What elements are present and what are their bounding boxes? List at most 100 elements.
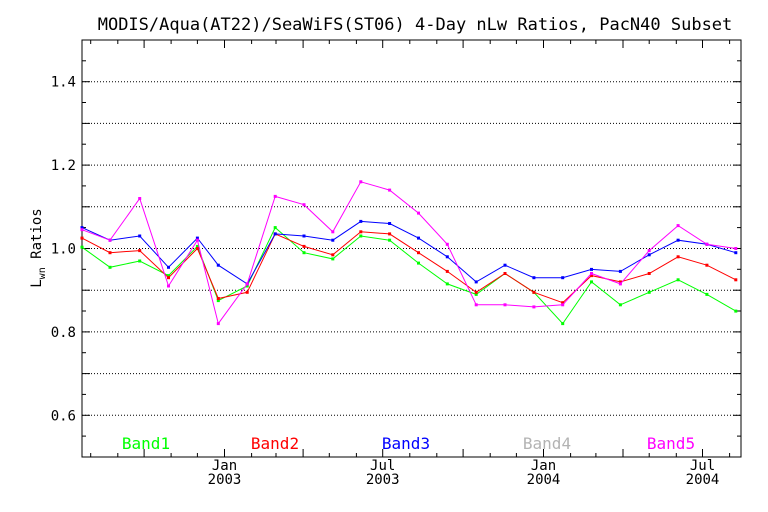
- data-point: [445, 282, 449, 286]
- data-point: [138, 197, 142, 200]
- data-point: [245, 290, 249, 294]
- data-point: [195, 247, 199, 250]
- data-point: [273, 232, 277, 236]
- data-point: [167, 274, 170, 278]
- data-point: [474, 280, 478, 284]
- y-tick-label: 1.2: [51, 158, 76, 174]
- data-point: [618, 280, 622, 284]
- data-point: [302, 203, 306, 207]
- data-point: [705, 292, 709, 296]
- data-point: [676, 238, 680, 242]
- data-point: [561, 303, 565, 307]
- data-point: [618, 282, 622, 286]
- data-point: [388, 238, 392, 242]
- x-tick-label-year: 2004: [686, 472, 720, 488]
- data-point: [647, 272, 651, 275]
- data-point: [108, 251, 112, 255]
- y-axis-label-rest: Ratios: [29, 208, 45, 267]
- data-point: [503, 263, 507, 267]
- data-point: [80, 228, 84, 232]
- data-point: [705, 242, 709, 246]
- data-point: [647, 253, 651, 257]
- data-point: [359, 230, 363, 234]
- data-point: [618, 303, 622, 307]
- data-point: [331, 238, 335, 242]
- data-point: [167, 265, 170, 269]
- x-tick-label-month: Jul: [690, 458, 715, 474]
- data-point: [167, 276, 170, 280]
- data-point: [647, 249, 651, 253]
- series-line-band1: [81, 226, 737, 325]
- data-point: [138, 249, 142, 253]
- data-point: [590, 274, 593, 278]
- y-axis-label-sub: wn: [37, 267, 48, 279]
- y-tick-label: 1.0: [51, 242, 76, 258]
- x-tick-label-month: Jul: [370, 458, 395, 474]
- data-point: [417, 211, 420, 215]
- y-axis-label: Lwn Ratios: [29, 208, 48, 288]
- series-line-band3: [81, 220, 736, 285]
- data-point: [108, 238, 112, 242]
- data-point: [474, 292, 478, 296]
- data-point: [216, 299, 220, 303]
- data-point: [590, 267, 593, 271]
- data-point: [734, 251, 738, 255]
- data-point: [734, 247, 738, 250]
- data-point: [216, 322, 220, 326]
- x-tick-label-year: 2003: [366, 472, 400, 488]
- data-point: [359, 180, 363, 184]
- data-point: [590, 272, 593, 275]
- data-point: [138, 234, 142, 238]
- y-tick-label: 1.4: [51, 75, 76, 91]
- x-tick-label-month: Jan: [531, 458, 556, 474]
- data-point: [331, 230, 335, 234]
- y-axis-label-main: L: [29, 279, 45, 287]
- data-point: [474, 303, 478, 307]
- data-point: [245, 282, 249, 286]
- data-point: [561, 276, 565, 280]
- data-point: [561, 301, 565, 305]
- data-point: [80, 226, 84, 230]
- data-point: [734, 278, 738, 282]
- legend-item-band5: Band5: [647, 434, 695, 453]
- series-line-band5: [81, 181, 736, 325]
- data-point: [331, 253, 335, 257]
- x-tick-label-year: 2004: [527, 472, 561, 488]
- data-point: [388, 232, 392, 236]
- y-tick-label: 0.8: [51, 325, 76, 341]
- data-point: [734, 309, 738, 313]
- data-point: [331, 257, 335, 261]
- data-point: [80, 245, 84, 249]
- data-point: [676, 255, 680, 259]
- data-point: [503, 303, 507, 307]
- data-point: [273, 194, 277, 198]
- x-tick-label-month: Jan: [212, 458, 237, 474]
- y-tick-label: 0.6: [51, 408, 76, 424]
- data-point: [80, 236, 84, 240]
- data-point: [273, 226, 277, 230]
- data-point: [474, 290, 478, 294]
- data-point: [561, 322, 565, 326]
- series-line-band2: [81, 231, 737, 304]
- data-point: [302, 244, 306, 248]
- data-point: [445, 242, 449, 246]
- data-point: [590, 280, 593, 284]
- legend-item-band1: Band1: [122, 434, 170, 453]
- data-point: [302, 234, 306, 238]
- data-point: [705, 263, 709, 267]
- data-point: [503, 272, 507, 275]
- data-point: [417, 261, 420, 265]
- data-point: [445, 269, 449, 273]
- data-point: [388, 188, 392, 192]
- data-point: [417, 236, 420, 240]
- data-point: [167, 284, 170, 288]
- legend-item-band3: Band3: [382, 434, 430, 453]
- data-point: [532, 290, 536, 294]
- data-point: [195, 244, 199, 248]
- data-point: [216, 263, 220, 267]
- data-point: [532, 305, 536, 309]
- data-point: [532, 276, 536, 280]
- data-point: [359, 219, 363, 223]
- legend: Band1 Band2 Band3 Band4 Band5: [122, 434, 695, 453]
